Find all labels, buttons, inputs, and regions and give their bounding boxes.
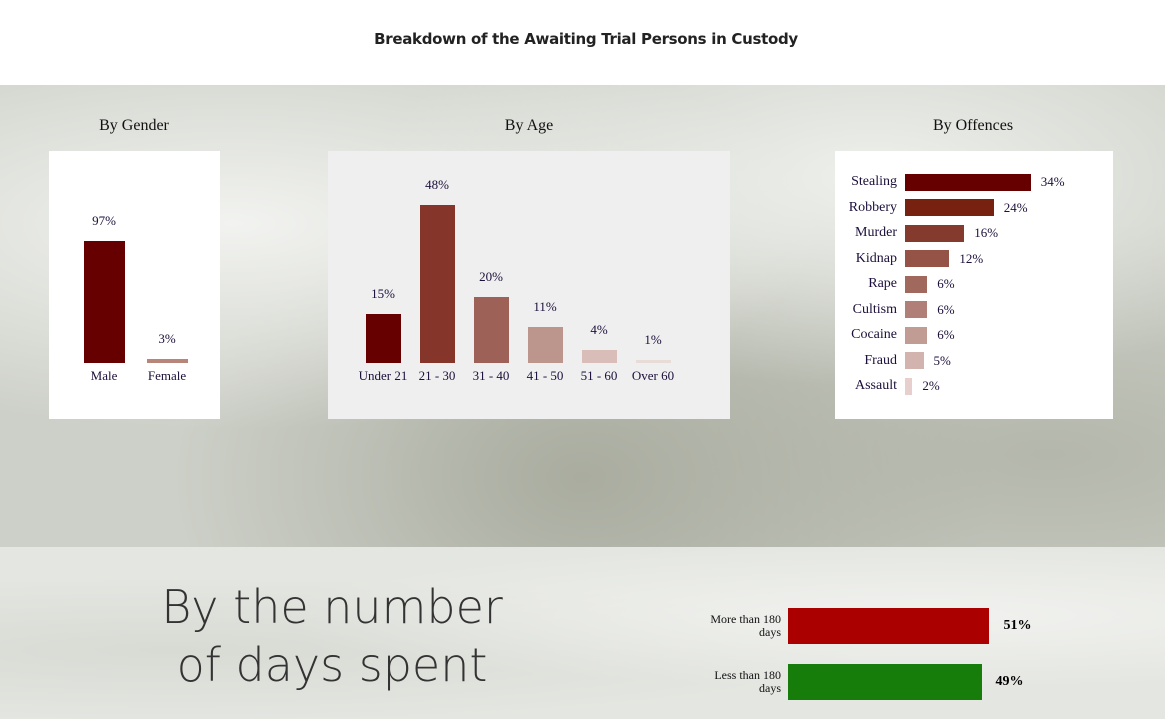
header <box>0 0 1165 85</box>
bar <box>905 224 965 242</box>
bar <box>581 349 617 363</box>
bar <box>146 359 188 363</box>
category-label: Female <box>147 368 187 383</box>
category-label: Rape <box>868 276 897 291</box>
panel <box>328 151 730 419</box>
category-label: Stealing <box>851 174 897 189</box>
category-label: Cocaine <box>851 327 897 342</box>
bar <box>419 204 455 363</box>
category-label: Assault <box>855 378 897 393</box>
value-label: 49% <box>995 674 1024 689</box>
value-label: 6% <box>937 301 955 317</box>
category-label: More than 180 days <box>710 612 781 639</box>
category-label: 41 - 50 <box>526 368 564 383</box>
bar <box>905 326 928 344</box>
value-label: 6% <box>937 327 955 342</box>
bar <box>905 275 928 293</box>
value-label: 34% <box>1040 174 1065 189</box>
bar <box>905 250 950 267</box>
bar <box>905 199 994 216</box>
value-label: 15% <box>371 285 395 301</box>
category-label: Over 60 <box>631 368 675 383</box>
category-label: Murder <box>855 225 897 240</box>
bar <box>905 352 924 369</box>
bar <box>473 297 509 363</box>
page-title: Breakdown of the Awaiting Trial Persons … <box>374 30 798 48</box>
category-label: Cultism <box>852 301 897 317</box>
value-label: 4% <box>590 321 608 337</box>
value-label: 3% <box>158 331 176 347</box>
chart-title: By Age <box>504 117 554 134</box>
value-label: 48% <box>425 176 449 192</box>
value-label: 6% <box>937 276 955 291</box>
category-label: Less than 180 days <box>714 668 781 695</box>
panel <box>835 151 1113 419</box>
bar <box>635 359 671 363</box>
category-label: Robbery <box>848 199 897 215</box>
category-label: 51 - 60 <box>580 368 618 383</box>
bar <box>527 326 563 363</box>
category-label: Under 21 <box>358 368 408 383</box>
bar <box>83 240 125 363</box>
value-label: 51% <box>1003 618 1032 633</box>
bar <box>905 173 1031 191</box>
chart-title: By the number of days spent <box>161 580 503 692</box>
category-label: Fraud <box>864 352 897 368</box>
value-label: 16% <box>974 225 999 240</box>
bar <box>365 313 401 363</box>
value-label: 12% <box>959 250 984 266</box>
category-label: Male <box>90 368 118 383</box>
chart-title: By Gender <box>99 117 169 134</box>
bar <box>905 377 913 395</box>
category-label: Kidnap <box>855 250 897 266</box>
chart-title: By Offences <box>932 117 1014 134</box>
bar <box>788 608 990 644</box>
value-label: 11% <box>533 298 557 314</box>
value-label: 97% <box>92 212 116 228</box>
category-label: 31 - 40 <box>472 368 510 383</box>
value-label: 24% <box>1003 199 1028 215</box>
value-label: 20% <box>479 269 503 284</box>
bar <box>905 301 928 318</box>
panel <box>49 151 220 419</box>
value-label: 5% <box>933 352 951 368</box>
value-label: 2% <box>922 378 940 393</box>
category-label: 21 - 30 <box>418 368 456 383</box>
value-label: 1% <box>644 331 662 347</box>
bar <box>788 664 982 700</box>
